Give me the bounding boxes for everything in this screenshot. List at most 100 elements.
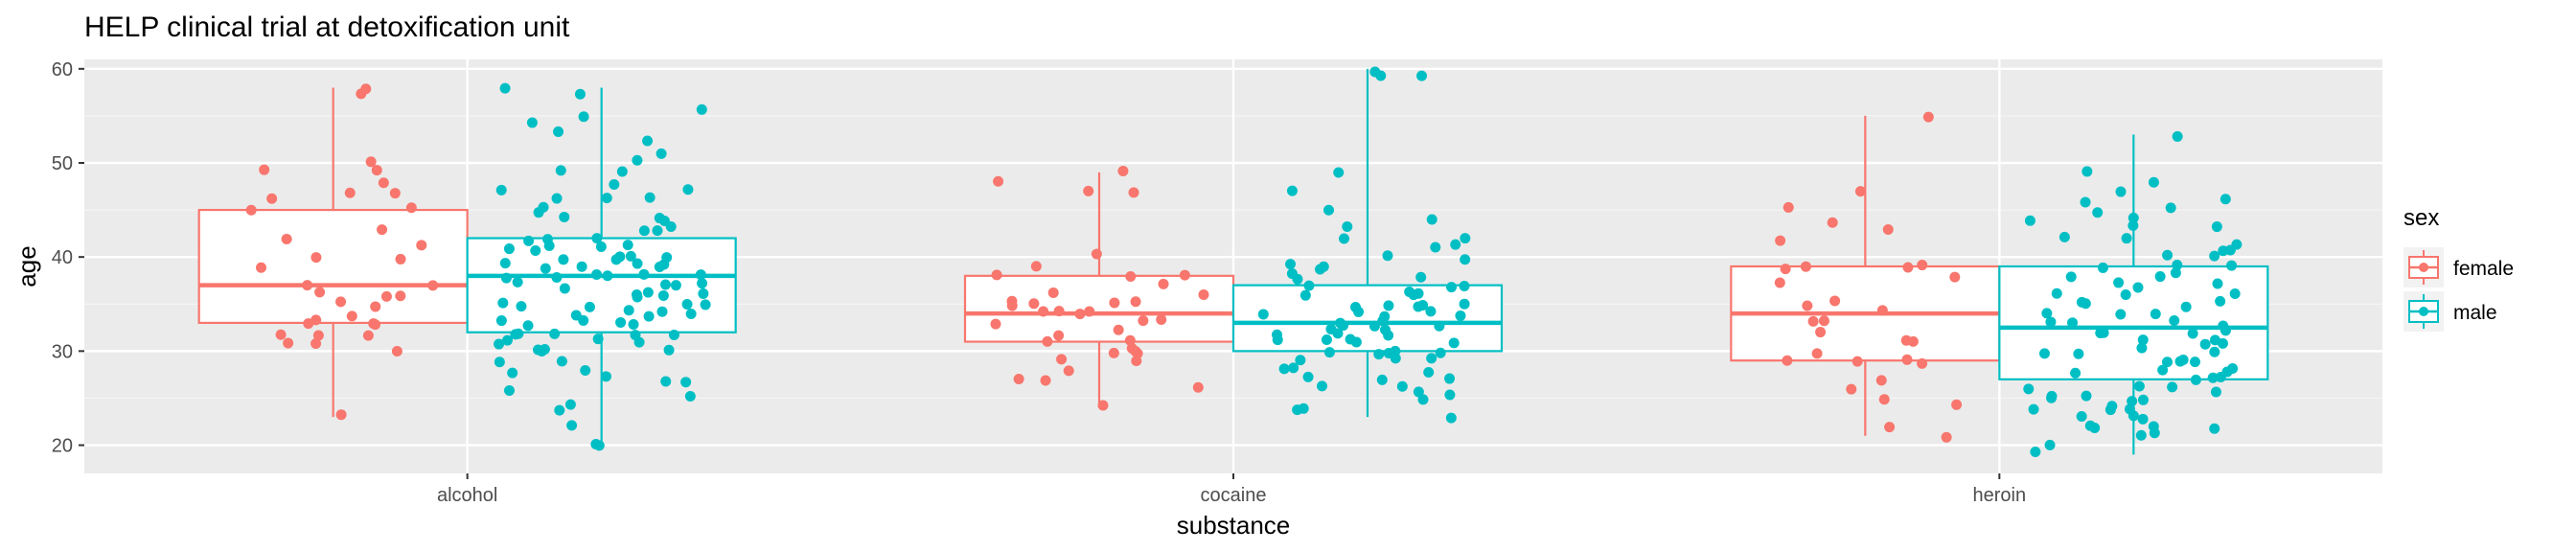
data-point <box>656 306 668 317</box>
data-point <box>1130 296 1141 308</box>
data-point <box>2157 364 2169 376</box>
x-tick-label: cocaine <box>1201 485 1267 506</box>
data-point <box>281 233 292 244</box>
data-point <box>2128 212 2139 223</box>
data-point <box>1091 248 1102 260</box>
data-point <box>1278 363 1290 375</box>
data-point <box>2167 381 2178 393</box>
data-point <box>2028 403 2039 415</box>
data-point <box>632 258 643 269</box>
data-point <box>1815 327 1827 338</box>
data-point <box>1802 300 1813 311</box>
data-point <box>1917 357 1928 369</box>
data-point <box>566 420 578 431</box>
data-point <box>685 309 697 320</box>
x-axis-label: substance <box>1177 511 1291 540</box>
data-point <box>1902 262 1914 273</box>
box-male-heroin <box>1998 264 2269 380</box>
data-point <box>695 269 706 281</box>
data-point <box>2209 334 2220 346</box>
data-point <box>1425 306 1437 317</box>
data-point <box>302 280 313 291</box>
data-point <box>625 250 636 262</box>
data-point <box>499 82 511 94</box>
data-point <box>2081 390 2092 402</box>
data-point <box>2046 392 2058 403</box>
data-point <box>1063 365 1074 377</box>
data-point <box>697 278 708 289</box>
data-point <box>668 329 679 340</box>
data-point <box>1382 250 1393 262</box>
data-point <box>2073 348 2084 359</box>
data-point <box>543 240 555 251</box>
data-point <box>2070 367 2082 379</box>
data-point <box>595 241 607 252</box>
data-point <box>665 221 677 233</box>
data-point <box>564 399 576 410</box>
data-point <box>538 201 549 213</box>
data-point <box>2137 413 2149 425</box>
data-point <box>1128 187 1139 198</box>
data-point <box>2084 420 2096 431</box>
data-point <box>1006 300 1018 311</box>
data-point <box>2190 374 2201 385</box>
data-point <box>2154 271 2166 283</box>
data-point <box>591 233 603 244</box>
data-point <box>2229 288 2241 300</box>
data-point <box>1125 271 1137 283</box>
data-point <box>1377 315 1389 327</box>
data-point <box>1325 323 1337 334</box>
data-point <box>559 211 570 222</box>
data-point <box>2137 394 2149 405</box>
data-point <box>1430 242 1441 253</box>
data-point <box>549 328 561 339</box>
data-point <box>2187 328 2198 339</box>
data-point <box>1053 306 1065 317</box>
data-point <box>275 329 287 340</box>
data-point <box>2189 356 2200 368</box>
data-point <box>601 193 612 204</box>
data-point <box>1302 371 1314 382</box>
data-point <box>670 280 681 291</box>
data-point <box>638 268 650 280</box>
data-point <box>633 336 645 348</box>
data-point <box>1941 431 1952 443</box>
data-point <box>1315 264 1326 275</box>
data-point <box>1413 288 1424 299</box>
data-point <box>513 328 524 339</box>
data-point <box>1917 260 1928 271</box>
data-point <box>2162 249 2174 261</box>
data-point <box>1368 320 1380 332</box>
data-point <box>1131 356 1142 367</box>
data-point <box>1445 412 1457 424</box>
data-point <box>1882 223 1894 235</box>
data-point <box>1782 201 1794 213</box>
data-point <box>644 192 656 203</box>
data-point <box>632 154 643 166</box>
data-point <box>2098 327 2109 338</box>
legend-key-point <box>2419 307 2428 316</box>
x-tick-label: heroin <box>1973 485 2027 506</box>
data-point <box>2023 383 2035 395</box>
data-point <box>2051 288 2062 299</box>
data-point <box>377 224 388 236</box>
data-point <box>2132 282 2144 293</box>
data-point <box>2180 301 2192 312</box>
data-point <box>615 316 627 328</box>
data-point <box>1922 111 1934 123</box>
data-point <box>1192 381 1204 393</box>
data-point <box>2092 207 2104 218</box>
data-point <box>1459 280 1470 291</box>
data-point <box>395 290 406 302</box>
data-point <box>592 334 604 345</box>
data-point <box>1818 315 1829 327</box>
data-point <box>1434 320 1445 332</box>
data-point <box>1083 185 1094 196</box>
data-point <box>335 409 347 421</box>
data-point <box>1342 221 1353 233</box>
data-point <box>1013 374 1024 385</box>
data-point <box>2082 166 2093 177</box>
data-point <box>2080 298 2091 310</box>
data-point <box>642 135 654 147</box>
data-point <box>540 263 551 274</box>
